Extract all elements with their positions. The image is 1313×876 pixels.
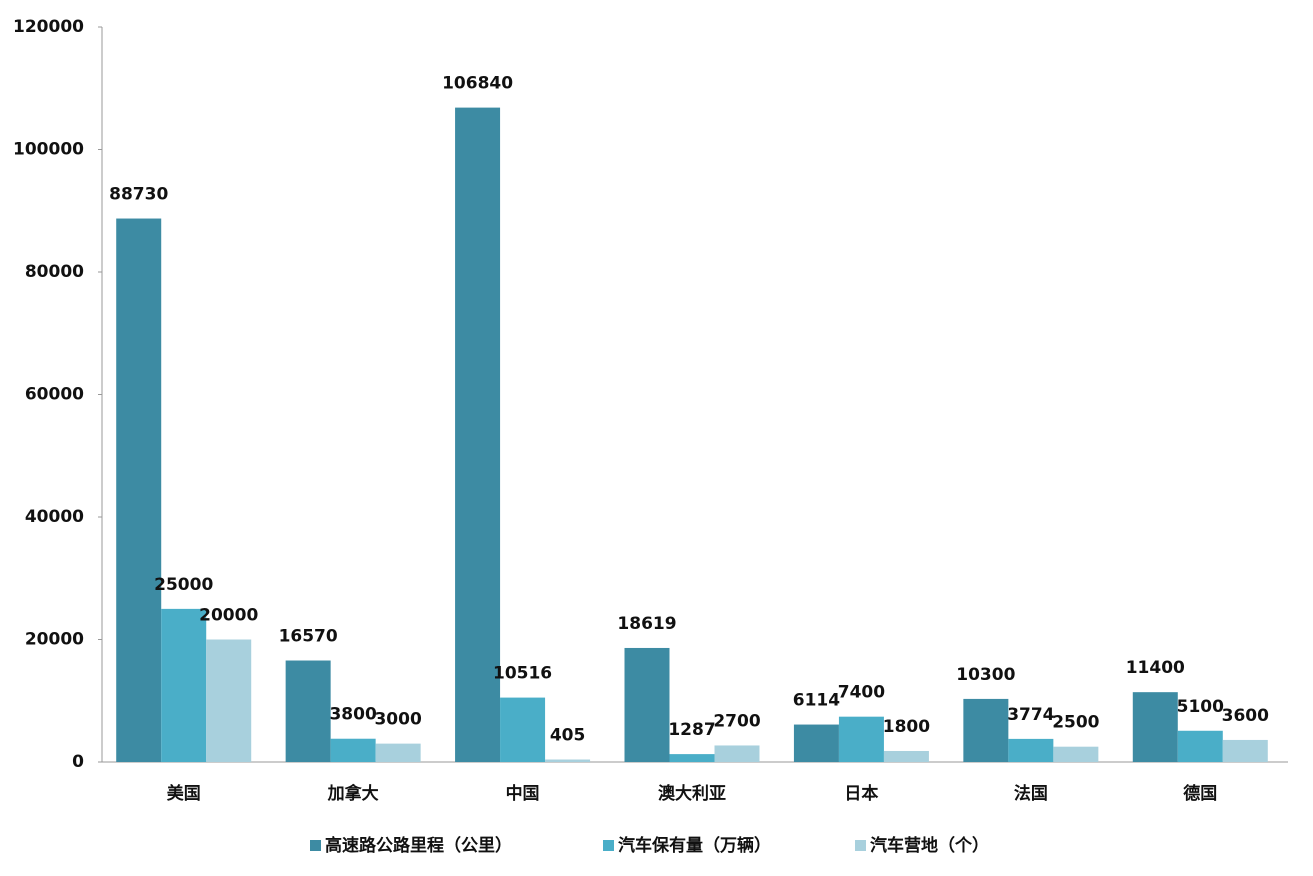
data-label: 16570: [279, 627, 338, 647]
bar: [285, 660, 331, 762]
bar: [669, 754, 715, 762]
x-tick-label: 加拿大: [327, 783, 379, 804]
data-label: 88730: [109, 185, 168, 205]
data-label: 106840: [442, 74, 513, 94]
bar: [1008, 738, 1054, 762]
data-label: 10516: [493, 664, 552, 684]
legend-label: 汽车保有量（万辆）: [618, 835, 771, 856]
data-label: 18619: [617, 614, 676, 634]
bar: [793, 724, 839, 762]
bar: [500, 697, 546, 762]
bar: [116, 218, 162, 762]
data-label: 11400: [1126, 658, 1185, 678]
bar: [883, 750, 929, 762]
bar: [330, 738, 376, 762]
data-label: 6114: [793, 691, 840, 711]
bar: [206, 639, 252, 762]
x-tick-label: 中国: [506, 783, 540, 804]
y-tick-label: 80000: [25, 262, 84, 282]
x-tick-label: 美国: [167, 783, 201, 804]
y-tick-label: 0: [72, 752, 84, 772]
bar: [838, 716, 884, 762]
bar: [714, 745, 760, 762]
bar: [1132, 692, 1178, 762]
x-tick-label: 德国: [1183, 783, 1217, 804]
x-tick-label: 法国: [1014, 783, 1048, 804]
bar: [455, 107, 501, 763]
data-label: 1800: [883, 717, 930, 737]
data-label: 5100: [1177, 697, 1224, 717]
data-label: 3774: [1007, 705, 1054, 725]
data-label: 2500: [1052, 713, 1099, 733]
data-label: 20000: [199, 606, 258, 626]
data-label: 3800: [329, 705, 376, 725]
bar: [1222, 739, 1268, 762]
legend-swatch: [855, 840, 866, 851]
data-label: 10300: [956, 665, 1015, 685]
data-label: 405: [550, 726, 586, 746]
legend-swatch: [310, 840, 321, 851]
data-label: 1287: [668, 720, 715, 740]
data-label: 3600: [1222, 706, 1269, 726]
bar: [375, 743, 421, 762]
bar: [1053, 746, 1099, 762]
legend-label: 高速路公路里程（公里）: [325, 835, 512, 856]
bar: [1177, 730, 1223, 762]
bar: [963, 698, 1009, 762]
data-label: 25000: [154, 575, 213, 595]
x-tick-label: 澳大利亚: [658, 783, 726, 804]
data-label: 3000: [374, 710, 421, 730]
y-tick-label: 100000: [13, 140, 84, 160]
y-tick-label: 120000: [13, 17, 84, 37]
data-label: 2700: [713, 711, 760, 731]
bar: [545, 759, 591, 762]
bar: [161, 608, 207, 762]
bar: [624, 647, 670, 762]
legend-swatch: [603, 840, 614, 851]
y-tick-label: 20000: [25, 630, 84, 650]
legend-label: 汽车营地（个）: [870, 835, 989, 856]
y-tick-label: 40000: [25, 507, 84, 527]
y-tick-label: 60000: [25, 385, 84, 405]
x-tick-label: 日本: [844, 783, 878, 804]
data-label: 7400: [838, 683, 885, 703]
